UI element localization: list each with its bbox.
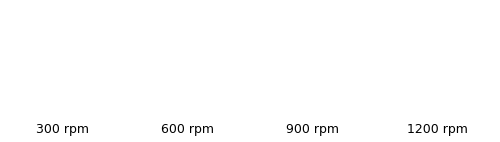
Text: 1200 rpm: 1200 rpm [407, 123, 468, 136]
Text: 900 rpm: 900 rpm [286, 123, 339, 136]
Text: 300 rpm: 300 rpm [36, 123, 89, 136]
Text: 600 rpm: 600 rpm [161, 123, 214, 136]
